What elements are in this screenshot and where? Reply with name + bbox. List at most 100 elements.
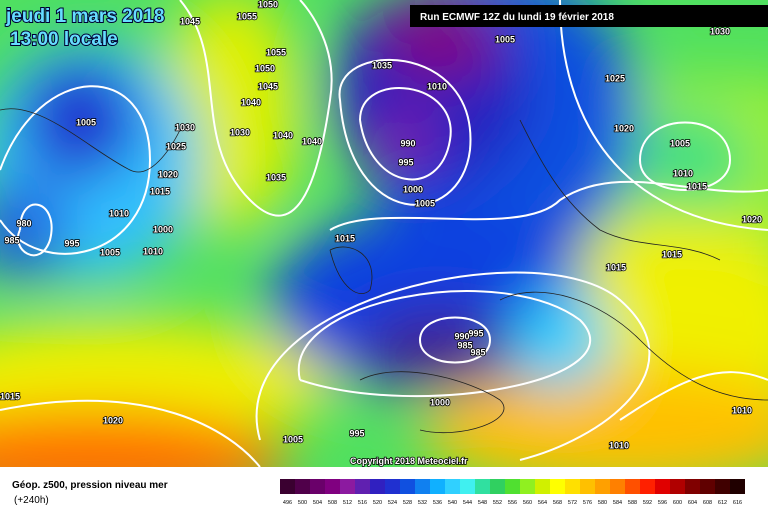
scale-label: 596 xyxy=(658,500,667,506)
isobar-label: 1010 xyxy=(673,168,693,178)
scale-label: 524 xyxy=(388,500,397,506)
scale-label: 536 xyxy=(433,500,442,506)
isobar-label: 1010 xyxy=(143,246,163,256)
isobar-label: 1030 xyxy=(710,26,730,36)
scale-cell xyxy=(685,479,700,494)
scale-label: 592 xyxy=(643,500,652,506)
scale-label: 600 xyxy=(673,500,682,506)
isobar-label: 1040 xyxy=(241,97,261,107)
scale-label: 552 xyxy=(493,500,502,506)
isobar-label: 1015 xyxy=(606,262,626,272)
scale-cell xyxy=(310,479,325,494)
scale-cell xyxy=(340,479,355,494)
isobar-label: 1050 xyxy=(255,63,275,73)
scale-cell xyxy=(730,479,745,494)
scale-cell xyxy=(550,479,565,494)
scale-cell xyxy=(505,479,520,494)
scale-cell xyxy=(595,479,610,494)
isobar-label: 1005 xyxy=(495,34,515,44)
lead-time: (+240h) xyxy=(14,495,49,506)
scale-label: 612 xyxy=(718,500,727,506)
scale-cell xyxy=(475,479,490,494)
scale-cell xyxy=(565,479,580,494)
scale-cell xyxy=(280,479,295,494)
scale-cell xyxy=(445,479,460,494)
isobar-label: 990 xyxy=(400,138,415,148)
scale-label: 516 xyxy=(358,500,367,506)
scale-label: 496 xyxy=(283,500,292,506)
scale-cell xyxy=(625,479,640,494)
isobar-label: 1055 xyxy=(237,11,257,21)
scale-cell xyxy=(490,479,505,494)
isobar-label: 1005 xyxy=(100,247,120,257)
scale-cell xyxy=(385,479,400,494)
run-box xyxy=(410,5,768,27)
scale-label: 512 xyxy=(343,500,352,506)
scale-label: 544 xyxy=(463,500,472,506)
scale-label: 564 xyxy=(538,500,547,506)
date-label: jeudi 1 mars 2018 xyxy=(5,6,164,27)
isobar-label: 1015 xyxy=(662,249,682,259)
scale-cell xyxy=(415,479,430,494)
isobar-label: 1020 xyxy=(614,123,634,133)
scale-cell xyxy=(520,479,535,494)
scale-label: 580 xyxy=(598,500,607,506)
isobar-label: 1055 xyxy=(266,47,286,57)
isobar-label: 1045 xyxy=(180,16,200,26)
isobar-label: 1000 xyxy=(153,224,173,234)
isobar-label: 1035 xyxy=(372,60,392,70)
isobar-label: 995 xyxy=(349,428,364,438)
scale-cell xyxy=(355,479,370,494)
isobar-label: 1010 xyxy=(109,208,129,218)
run-label: Run ECMWF 12Z du lundi 19 février 2018 xyxy=(420,12,614,23)
scale-label: 520 xyxy=(373,500,382,506)
isobar-label: 1030 xyxy=(230,127,250,137)
scale-label: 528 xyxy=(403,500,412,506)
isobar-label: 1015 xyxy=(150,186,170,196)
time-label: 13:00 locale xyxy=(10,29,118,50)
scale-label: 556 xyxy=(508,500,517,506)
isobar-label: 1005 xyxy=(415,198,435,208)
isobar-labels: 1045 105510501005103010551050104510401035… xyxy=(0,0,763,451)
scale-cell xyxy=(640,479,655,494)
scale-label: 504 xyxy=(313,500,322,506)
isobar-label: 1045 xyxy=(258,81,278,91)
coastlines xyxy=(0,108,768,434)
scale-cell xyxy=(325,479,340,494)
isobar-label: 1000 xyxy=(430,397,450,407)
scale-label: 532 xyxy=(418,500,427,506)
scale-label: 540 xyxy=(448,500,457,506)
isobar-label: 1040 xyxy=(273,130,293,140)
isobar-label: 1020 xyxy=(742,214,762,224)
scale-label: 616 xyxy=(733,500,742,506)
isobar-label: 1015 xyxy=(0,391,20,401)
scale-cell xyxy=(295,479,310,494)
scale-label: 576 xyxy=(583,500,592,506)
scale-cell xyxy=(460,479,475,494)
isobar-label: 995 xyxy=(64,238,79,248)
isobar-label: 1010 xyxy=(732,405,752,415)
isobar-label: 1000 xyxy=(403,184,423,194)
scale-cell xyxy=(535,479,550,494)
isobar-label: 1010 xyxy=(427,81,447,91)
copyright: Copyright 2018 Meteociel.fr xyxy=(350,456,468,466)
isobar-label: 1025 xyxy=(166,141,186,151)
isobar-label: 1025 xyxy=(605,73,625,83)
isobar-label: 980 xyxy=(16,218,31,228)
scale-label: 560 xyxy=(523,500,532,506)
isobar-label: 995 xyxy=(398,157,413,167)
isobar-label: 990 xyxy=(454,331,469,341)
scale-label: 588 xyxy=(628,500,637,506)
scale-label: 500 xyxy=(298,500,307,506)
scale-label: 584 xyxy=(613,500,622,506)
scale-cell xyxy=(715,479,730,494)
isobars xyxy=(0,0,768,467)
scale-label: 608 xyxy=(703,500,712,506)
scale-label: 548 xyxy=(478,500,487,506)
isobar-label: 1030 xyxy=(175,122,195,132)
isobar-label: 1010 xyxy=(609,440,629,450)
scale-cell xyxy=(655,479,670,494)
scale-cell xyxy=(670,479,685,494)
